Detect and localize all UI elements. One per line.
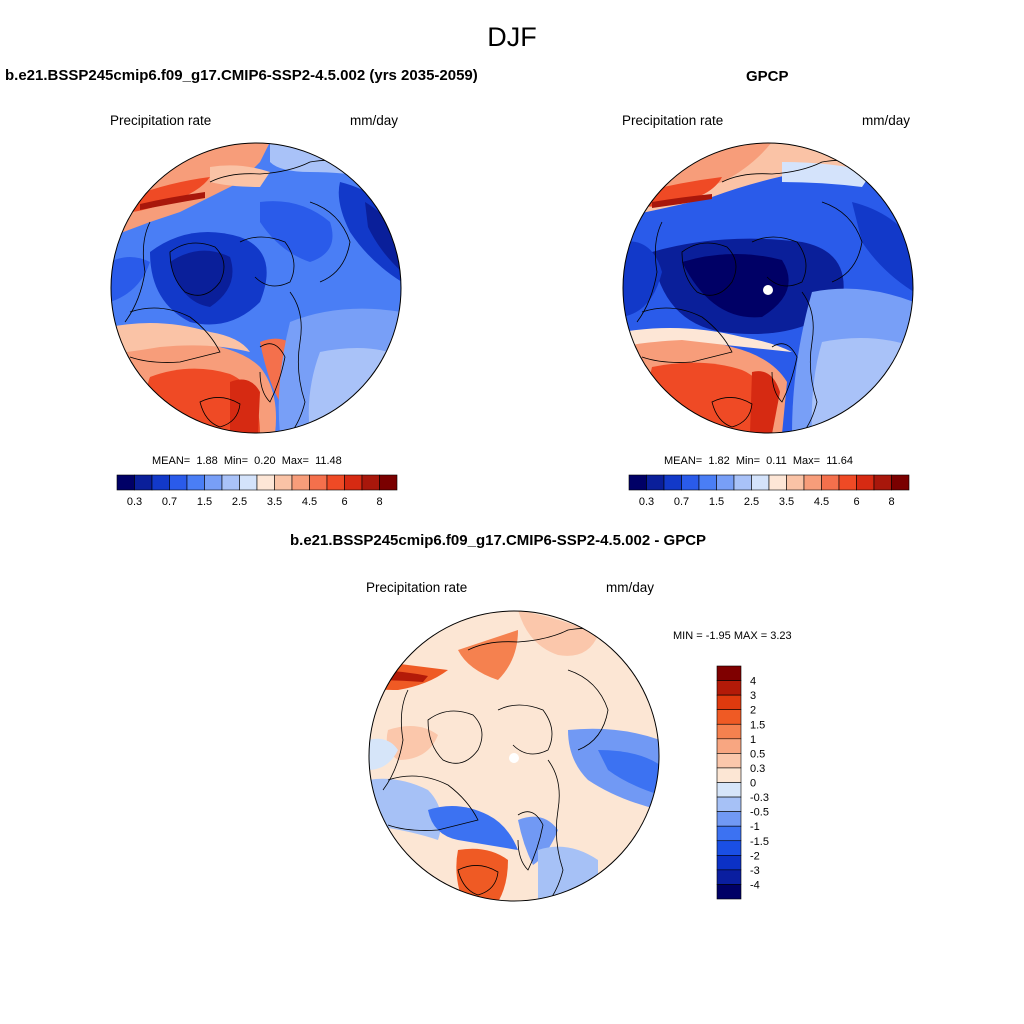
model-colorbar-swatch <box>256 474 275 491</box>
diff-colorbar-tick-label: -1 <box>750 821 760 833</box>
model-colorbar-tick-label: 8 <box>376 496 382 508</box>
diff-colorbar-tick-label: 1.5 <box>750 719 765 731</box>
model-colorbar-swatch <box>204 474 223 491</box>
obs-stats: MEAN= 1.82 Min= 0.11 Max= 11.64 <box>664 455 853 467</box>
model-colorbar-tick-label: 1.5 <box>197 496 212 508</box>
diff-colorbar-tick-label: 0 <box>750 778 756 790</box>
diff-colorbar-swatch <box>716 811 742 827</box>
obs-panel-title: GPCP <box>746 68 789 85</box>
obs-colorbar-tick-label: 8 <box>888 496 894 508</box>
model-panel-title: b.e21.BSSP245cmip6.f09_g17.CMIP6-SSP2-4.… <box>5 67 478 84</box>
obs-colorbar-swatch <box>856 474 875 491</box>
obs-colorbar-tick-label: 0.7 <box>674 496 689 508</box>
model-colorbar-swatch <box>186 474 205 491</box>
diff-colorbar-tick-label: -0.3 <box>750 792 769 804</box>
diff-colorbar-swatch <box>716 723 742 740</box>
obs-colorbar-swatch <box>663 474 682 491</box>
model-colorbar-tick-label: 3.5 <box>267 496 282 508</box>
diff-colorbar-swatch <box>716 767 742 783</box>
obs-polar-map <box>622 142 914 434</box>
diff-units-label: mm/day <box>606 580 655 595</box>
model-units-label: mm/day <box>350 113 399 128</box>
obs-colorbar-swatch <box>733 474 752 491</box>
model-colorbar-swatch <box>291 474 310 491</box>
diff-colorbar-tick-label: 0.5 <box>750 748 765 760</box>
diff-colorbar-swatch <box>716 694 742 710</box>
model-colorbar-swatch <box>361 474 380 491</box>
obs-colorbar-swatch <box>821 474 840 491</box>
model-colorbar-tick-label: 6 <box>341 496 347 508</box>
diff-colorbar-swatch <box>716 796 742 812</box>
model-colorbar-swatch <box>309 474 328 491</box>
diff-colorbar-swatch <box>716 680 742 696</box>
model-colorbar: 0.3 0.7 1.5 2.5 3.5 4.5 6 8 <box>116 474 398 508</box>
model-stats: MEAN= 1.88 Min= 0.20 Max= 11.48 <box>152 455 342 467</box>
obs-colorbar-swatch <box>786 474 805 491</box>
diff-polar-map <box>368 610 660 902</box>
model-variable-label: Precipitation rate <box>110 113 212 128</box>
diff-colorbar-tick-label: -0.5 <box>750 807 769 819</box>
diff-colorbar-tick-label: -3 <box>750 865 760 877</box>
diff-colorbar-swatch <box>716 884 742 900</box>
model-colorbar-tick-label: 0.3 <box>127 496 142 508</box>
obs-units-label: mm/day <box>862 113 911 128</box>
obs-colorbar-swatch <box>803 474 822 491</box>
obs-colorbar-tick-label: 6 <box>853 496 859 508</box>
obs-colorbar-swatch <box>646 474 665 491</box>
diff-colorbar-swatch <box>716 738 742 754</box>
diff-colorbar: 4 3 2 1.5 1 0.5 0.3 0 -0.3 -0.5 -1 -1.5 -2 -3 -4 <box>716 665 769 900</box>
obs-variable-label: Precipitation rate <box>622 113 724 128</box>
obs-colorbar-tick-label: 3.5 <box>779 496 794 508</box>
obs-colorbar: 0.3 0.7 1.5 2.5 3.5 4.5 6 8 <box>628 474 910 508</box>
diff-colorbar-tick-label: 3 <box>750 690 756 702</box>
diff-colorbar-swatch <box>716 665 742 681</box>
figure-title: DJF <box>487 22 537 52</box>
obs-colorbar-swatch <box>681 474 700 491</box>
diff-colorbar-tick-label: -2 <box>750 850 760 862</box>
model-colorbar-swatch <box>344 474 363 491</box>
obs-colorbar-tick-label: 0.3 <box>639 496 654 508</box>
obs-colorbar-swatch <box>628 474 647 491</box>
diff-stats: MIN = -1.95 MAX = 3.23 <box>673 630 792 642</box>
diff-colorbar-tick-label: 0.3 <box>750 763 765 775</box>
obs-colorbar-swatch <box>716 474 735 491</box>
model-polar-map <box>110 142 402 434</box>
diff-colorbar-tick-label: 2 <box>750 705 756 717</box>
obs-colorbar-swatch <box>698 474 717 491</box>
obs-colorbar-swatch <box>768 474 787 491</box>
diff-colorbar-swatch <box>716 709 742 725</box>
model-colorbar-swatch <box>239 474 258 491</box>
diff-colorbar-swatch <box>716 782 742 798</box>
obs-colorbar-swatch <box>873 474 892 491</box>
diff-colorbar-swatch <box>716 825 742 842</box>
model-colorbar-swatch <box>169 474 188 491</box>
model-colorbar-swatch <box>274 474 293 491</box>
model-colorbar-tick-label: 0.7 <box>162 496 177 508</box>
obs-colorbar-tick-label: 2.5 <box>744 496 759 508</box>
diff-colorbar-swatch <box>716 753 742 769</box>
diff-colorbar-tick-label: 4 <box>750 676 756 688</box>
diff-panel-title: b.e21.BSSP245cmip6.f09_g17.CMIP6-SSP2-4.… <box>290 532 707 549</box>
obs-colorbar-swatch <box>838 474 857 491</box>
obs-colorbar-swatch <box>891 474 910 491</box>
diff-colorbar-swatch <box>716 869 742 885</box>
obs-colorbar-swatch <box>751 474 770 491</box>
model-colorbar-swatch <box>116 474 135 491</box>
diff-colorbar-tick-label: -1.5 <box>750 836 769 848</box>
obs-colorbar-tick-label: 1.5 <box>709 496 724 508</box>
model-colorbar-tick-label: 4.5 <box>302 496 317 508</box>
model-colorbar-swatch <box>221 474 240 491</box>
model-colorbar-swatch <box>379 474 398 491</box>
model-colorbar-tick-label: 2.5 <box>232 496 247 508</box>
diff-variable-label: Precipitation rate <box>366 580 468 595</box>
model-colorbar-swatch <box>326 474 345 491</box>
model-colorbar-swatch <box>151 474 170 491</box>
diff-colorbar-swatch <box>716 840 742 856</box>
obs-colorbar-tick-label: 4.5 <box>814 496 829 508</box>
model-colorbar-swatch <box>134 474 153 491</box>
diff-colorbar-tick-label: 1 <box>750 734 756 746</box>
diff-colorbar-swatch <box>716 855 742 871</box>
diff-colorbar-tick-label: -4 <box>750 879 760 891</box>
